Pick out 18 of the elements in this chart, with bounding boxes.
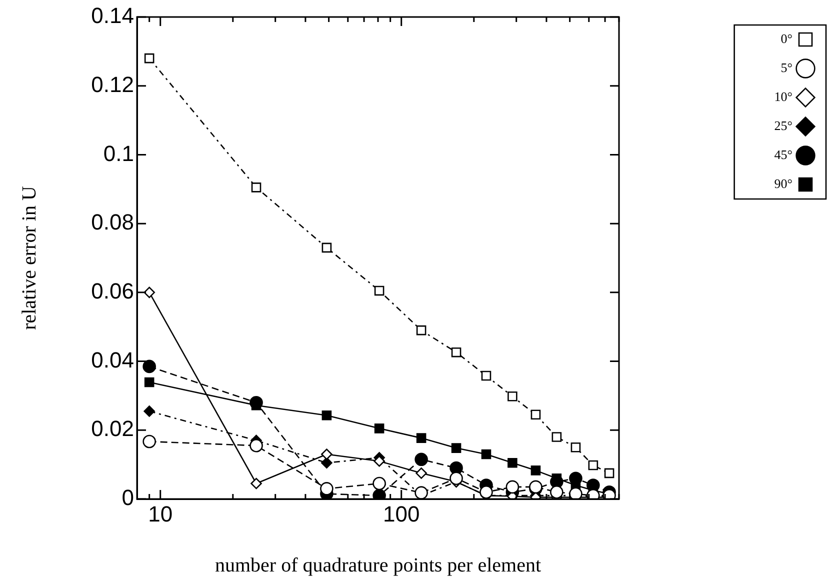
legend-label: 25° <box>774 118 792 133</box>
y-tick-label: 0.14 <box>91 3 134 28</box>
x-axis-title: number of quadrature points per element <box>215 554 542 576</box>
y-tick-label: 0.12 <box>91 72 134 97</box>
y-axis-title: relative error in U <box>18 186 40 330</box>
x-tick-label: 10 <box>148 501 173 526</box>
legend-label: 45° <box>774 146 792 162</box>
legend-label: 5° <box>780 60 792 75</box>
x-tick-label: 100 <box>382 501 420 526</box>
legend-label: 0° <box>780 30 792 46</box>
legend-label: 90° <box>774 176 792 191</box>
y-tick-label: 0.08 <box>91 210 134 235</box>
legend-label: 10° <box>774 88 792 104</box>
y-tick-label: 0.04 <box>91 347 134 372</box>
y-tick-label: 0.1 <box>103 140 134 166</box>
y-tick-label: 0.06 <box>91 278 134 304</box>
y-tick-label: 0.02 <box>91 416 134 442</box>
y-tick-label: 0 <box>122 485 134 510</box>
